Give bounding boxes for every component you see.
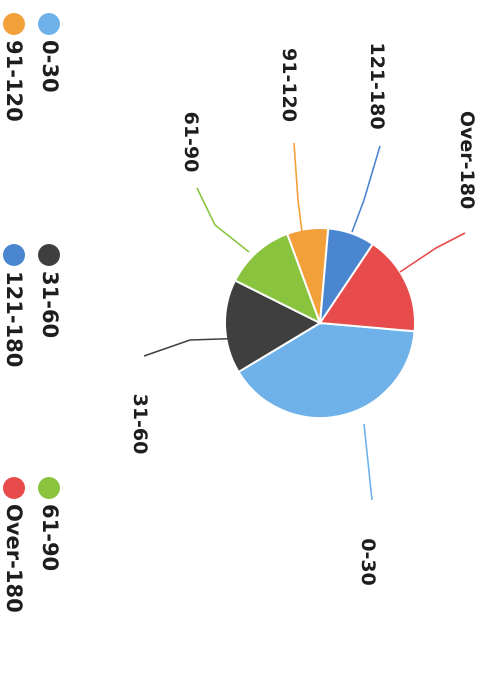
legend-marker-31-60 [38,244,60,266]
pie-slices [224,227,416,419]
legend-marker-91-120 [3,13,25,35]
legend-label-121-180: 121-180 [2,271,26,367]
data-label-91-120: 91-120 [278,48,300,122]
leader-line-121-180 [351,145,381,233]
legend-label-0-30: 0-30 [38,40,62,93]
pie-slice-61-90 [233,232,322,326]
legend-label-31-60: 31-60 [38,271,62,338]
leader-line-91-120 [293,142,303,233]
leader-line-over-180 [399,232,466,273]
legend-marker-61-90 [38,477,60,499]
pie-slice-31-60 [224,279,323,374]
pie-slice-0-30 [237,321,416,419]
legend-marker-121-180 [3,244,25,266]
data-label-61-90: 61-90 [180,112,202,173]
data-label-0-30: 0-30 [357,538,379,586]
data-label-31-60: 31-60 [129,394,151,455]
legend-label-61-90: 61-90 [38,504,62,571]
leader-line-61-90 [196,187,250,253]
legend: 0-30 31-60 61-90 91-120 121-180 Over-180 [2,13,62,613]
legend-marker-0-30 [38,13,60,35]
legend-marker-over-180 [3,477,25,499]
data-label-121-180: 121-180 [366,42,388,129]
data-label-callouts: 0-30 31-60 61-90 91-120 121-180 Over-180 [129,42,478,585]
legend-label-over-180: Over-180 [2,504,26,613]
legend-label-91-120: 91-120 [2,40,26,122]
data-label-over-180: Over-180 [456,111,478,209]
leader-line-0-30 [363,423,373,501]
pie-slice-over-180 [318,242,416,333]
leader-line-31-60 [143,337,251,357]
